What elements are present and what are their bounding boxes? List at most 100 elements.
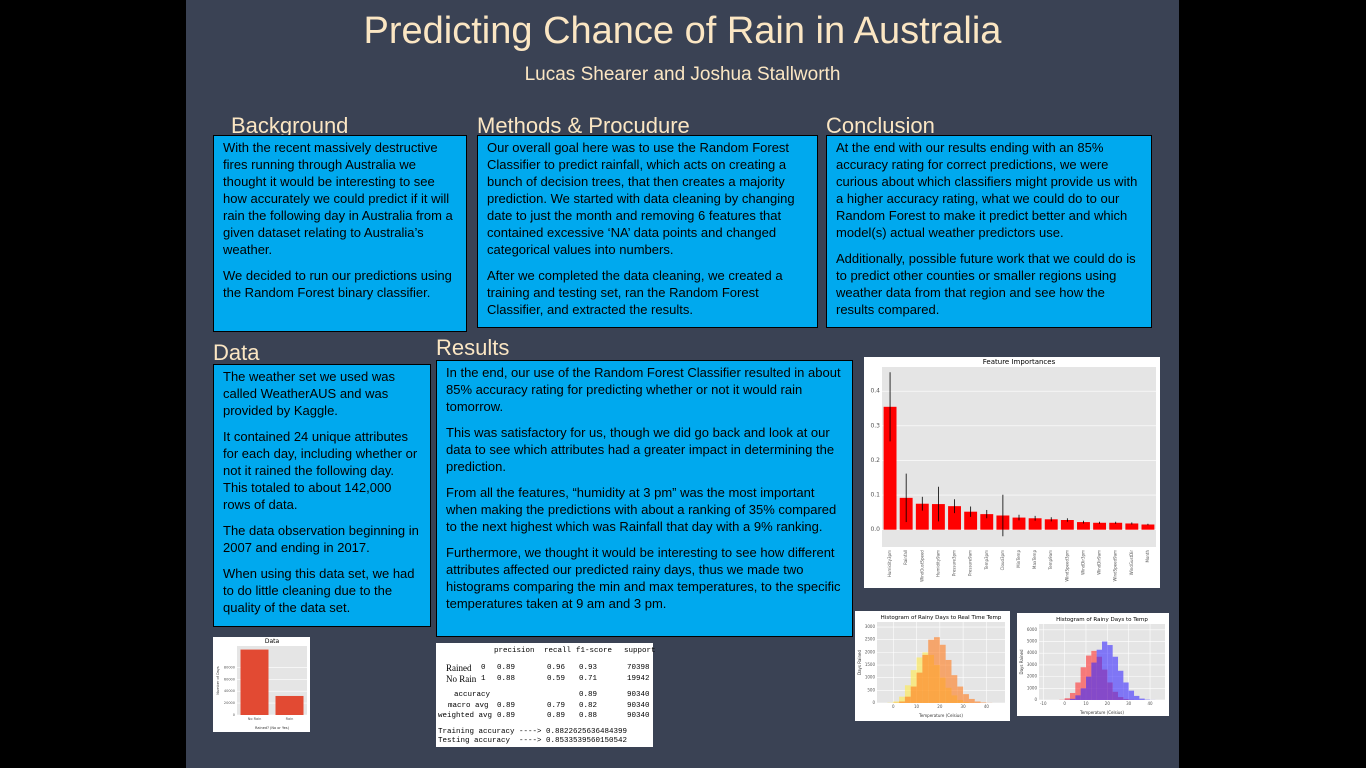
section-heading: Data <box>213 340 260 365</box>
histogram-bar <box>899 701 905 703</box>
x-tick-label: MinTemp <box>1016 550 1021 568</box>
report-cell: 0.89 <box>497 664 516 672</box>
x-axis-label: Temperature (Celsius) <box>918 713 963 718</box>
x-tick-label: Humidity9am <box>935 550 940 577</box>
report-cell: 19942 <box>627 675 650 683</box>
report-cell: 0.89 <box>547 712 566 720</box>
row-label: 1 <box>481 675 486 683</box>
y-axis-label: Number of Days <box>216 666 220 695</box>
histogram-bar <box>910 686 917 703</box>
y-axis-label: Days Rained <box>1019 649 1024 675</box>
row-label: accuracy <box>454 691 491 699</box>
paragraph: Furthermore, we thought it would be inte… <box>446 545 841 611</box>
row-name: No Rain <box>446 674 477 684</box>
x-tick-label: Humidity3pm <box>887 550 892 577</box>
y-tick-label: 0.1 <box>870 492 880 499</box>
y-tick-label: 0.4 <box>870 388 880 395</box>
histogram-chart: Histogram of Rainy Days to Real Time Tem… <box>855 611 1010 721</box>
data-chart: Data 0 20000 40000 60000 80000 Rained? (No or … <box>213 637 310 732</box>
histogram-bar <box>1069 692 1076 700</box>
bar <box>1060 520 1074 530</box>
paragraph: When using this data set, we had to do l… <box>223 566 415 615</box>
chart-title: Feature Importances <box>983 358 1056 366</box>
histogram-bar <box>963 694 969 703</box>
feature-chart: Feature Importances 0.0 0.1 0.2 0.3 0.4 Humidi… <box>864 357 1160 588</box>
x-tick-label: WindGustDir <box>1129 550 1134 576</box>
x-tick-label: 0 <box>892 704 895 709</box>
histogram-bar <box>951 675 958 703</box>
x-tick-label: WindSpeed9am <box>1113 550 1118 582</box>
report-cell: 0.82 <box>579 702 598 710</box>
histogram-bar <box>1128 690 1135 700</box>
x-tick-label: -10 <box>1040 701 1047 706</box>
x-tick-label: Pressure3pm <box>952 550 957 576</box>
report-header: f1-score <box>576 647 613 655</box>
x-tick-label: WindSpeed3pm <box>1064 550 1069 582</box>
y-tick-label: 0.3 <box>870 422 880 429</box>
histogram-bar <box>939 644 946 703</box>
histogram-bar <box>928 639 935 703</box>
bar <box>1028 518 1042 530</box>
y-tick-label: 1500 <box>865 662 876 667</box>
report-cell: 0.89 <box>497 712 516 720</box>
bar <box>964 511 978 530</box>
bar <box>1109 522 1123 530</box>
histogram-bar <box>904 685 911 703</box>
histogram-bar <box>1139 698 1145 700</box>
bar <box>948 506 961 530</box>
section-heading: Results <box>436 335 510 360</box>
section-heading: Background <box>231 113 349 138</box>
histogram-bar <box>1118 670 1124 700</box>
y-tick-label: 3000 <box>865 624 876 629</box>
histogram-bar <box>1096 649 1102 700</box>
x-tick-label: Pressure9am <box>968 550 973 576</box>
histogram-bar <box>1112 656 1119 700</box>
bar <box>1125 523 1139 530</box>
x-tick-label: No Rain <box>248 717 262 721</box>
paragraph: After we completed the data cleaning, we… <box>487 268 783 317</box>
x-tick-label: 10 <box>1083 701 1089 706</box>
y-tick-label: 0.0 <box>870 526 880 533</box>
y-tick-label: 2000 <box>1027 674 1038 679</box>
histogram-bar <box>899 696 905 703</box>
y-tick-label: 0.2 <box>870 457 880 464</box>
paragraph: In the end, our use of the Random Forest… <box>446 365 841 414</box>
x-axis-label: Temperature (Celsius) <box>1079 710 1124 715</box>
paragraph: We decided to run our predictions using … <box>223 268 452 300</box>
report-cell: 0.79 <box>547 702 566 710</box>
paragraph: The data observation beginning in 2007 a… <box>223 523 419 555</box>
chart-title: Histogram of Rainy Days to Real Time Tem… <box>881 615 1002 621</box>
histogram-bar <box>922 654 929 703</box>
bar <box>980 514 994 530</box>
x-tick-label: WindDir3pm <box>1080 550 1085 575</box>
y-tick-label: 40000 <box>224 689 235 693</box>
text-box: With the recent massively destructive fi… <box>213 135 467 332</box>
report-cell: 0.71 <box>579 675 598 683</box>
histogram-bar <box>980 702 987 703</box>
x-tick-label: WindGustSpeed <box>919 550 924 582</box>
y-tick-label: 3000 <box>1027 662 1038 667</box>
text-box: At the end with our results ending with … <box>826 135 1152 328</box>
histogram-bar <box>893 701 900 703</box>
x-tick-label: Temp3pm <box>984 550 989 571</box>
report-header: precision <box>494 647 535 655</box>
bar <box>1012 517 1026 530</box>
bar <box>1093 522 1107 530</box>
histogram-bar <box>1064 698 1070 700</box>
report-header: recall <box>544 647 572 655</box>
histogram-bar <box>1123 682 1129 700</box>
paragraph: Additionally, possible future work that … <box>836 251 1136 317</box>
row-label: weighted avg <box>438 712 493 720</box>
histogram-bar <box>1080 667 1086 700</box>
x-tick-label: Month <box>1145 550 1150 563</box>
y-tick-label: 2500 <box>865 637 876 642</box>
bar <box>915 503 929 530</box>
x-tick-label: 30 <box>961 704 967 709</box>
report-cell: 70398 <box>627 664 650 672</box>
histogram-bar <box>1091 662 1097 700</box>
histogram-bar <box>1075 695 1081 700</box>
y-tick-label: 0 <box>1034 697 1037 702</box>
row-label: 0 <box>481 664 486 672</box>
y-tick-label: 0 <box>233 713 235 717</box>
y-tick-label: 5000 <box>1027 639 1038 644</box>
